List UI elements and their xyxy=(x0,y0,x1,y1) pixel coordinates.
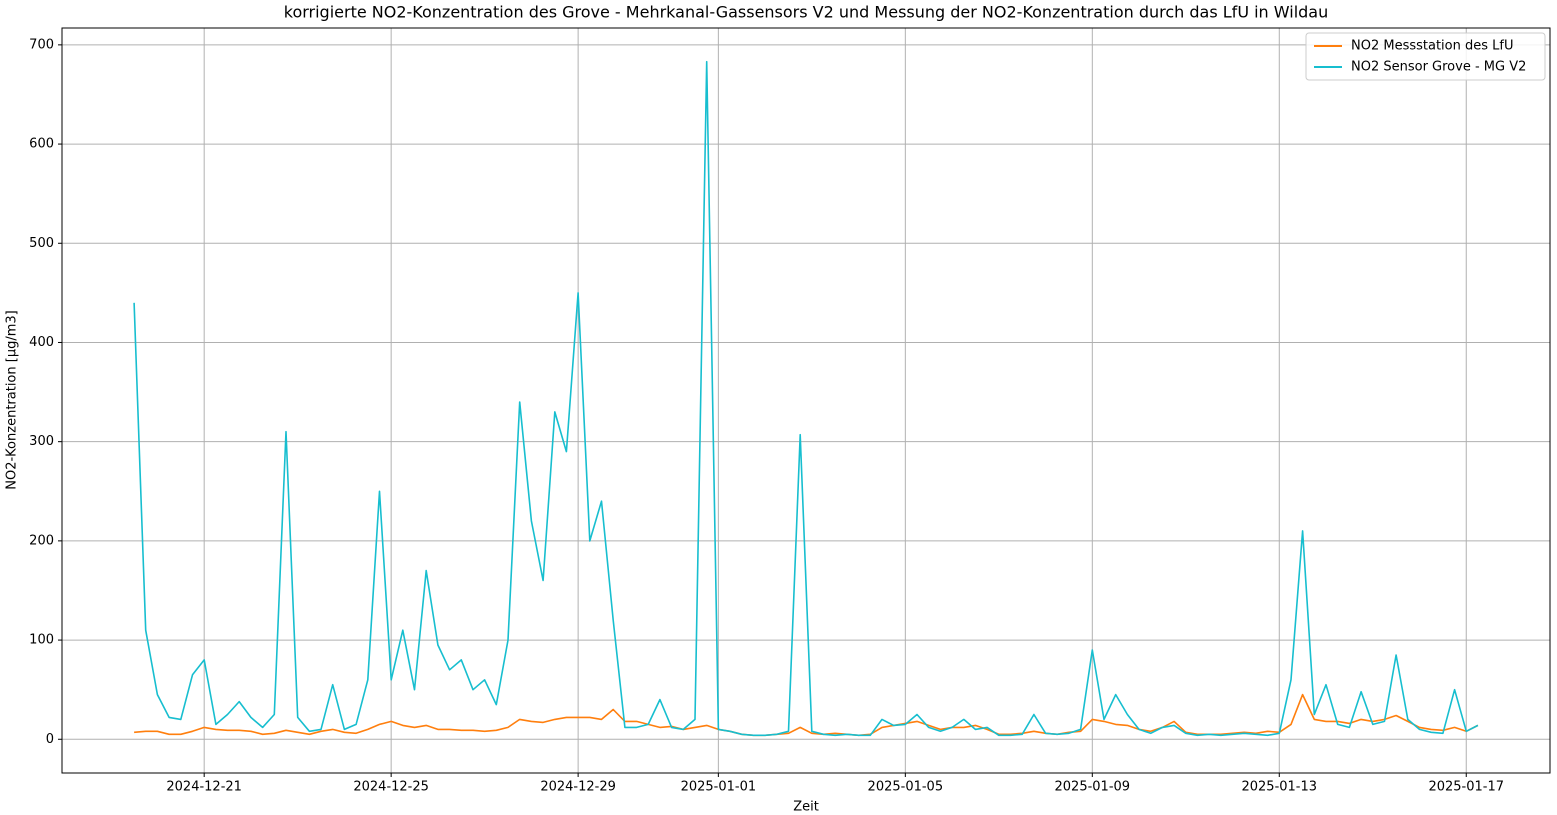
y-tick-label: 0 xyxy=(46,732,54,747)
x-tick-label: 2025-01-17 xyxy=(1428,780,1504,795)
series-line xyxy=(134,693,1479,737)
legend: NO2 Messstation des LfU NO2 Sensor Grove … xyxy=(1305,32,1546,81)
chart-title: korrigierte NO2-Konzentration des Grove … xyxy=(284,3,1329,22)
y-axis-label: NO2-Konzentration [µg/m3] xyxy=(5,310,20,489)
x-tick-label: 2024-12-21 xyxy=(166,780,242,795)
x-tick-label: 2025-01-13 xyxy=(1241,780,1317,795)
series-line xyxy=(133,60,1479,737)
x-tick-label: 2024-12-25 xyxy=(353,780,429,795)
x-tick-label: 2025-01-09 xyxy=(1055,780,1131,795)
x-axis-label: Zeit xyxy=(793,800,819,815)
y-tick-label: 600 xyxy=(29,137,54,152)
x-tick-label: 2024-12-29 xyxy=(540,780,616,795)
legend-box xyxy=(1305,32,1546,81)
x-tick-label: 2025-01-05 xyxy=(868,780,944,795)
legend-label: NO2 Sensor Grove - MG V2 xyxy=(1351,60,1526,75)
x-tick-label: 2025-01-01 xyxy=(681,780,757,795)
y-tick-label: 500 xyxy=(29,236,54,251)
y-tick-label: 300 xyxy=(29,434,54,449)
y-tick-label: 700 xyxy=(29,37,54,52)
legend-label: NO2 Messstation des LfU xyxy=(1351,39,1513,54)
y-tick-label: 200 xyxy=(29,533,54,548)
y-tick-label: 100 xyxy=(29,633,54,648)
y-tick-label: 400 xyxy=(29,335,54,350)
plot-frame xyxy=(61,27,1551,774)
